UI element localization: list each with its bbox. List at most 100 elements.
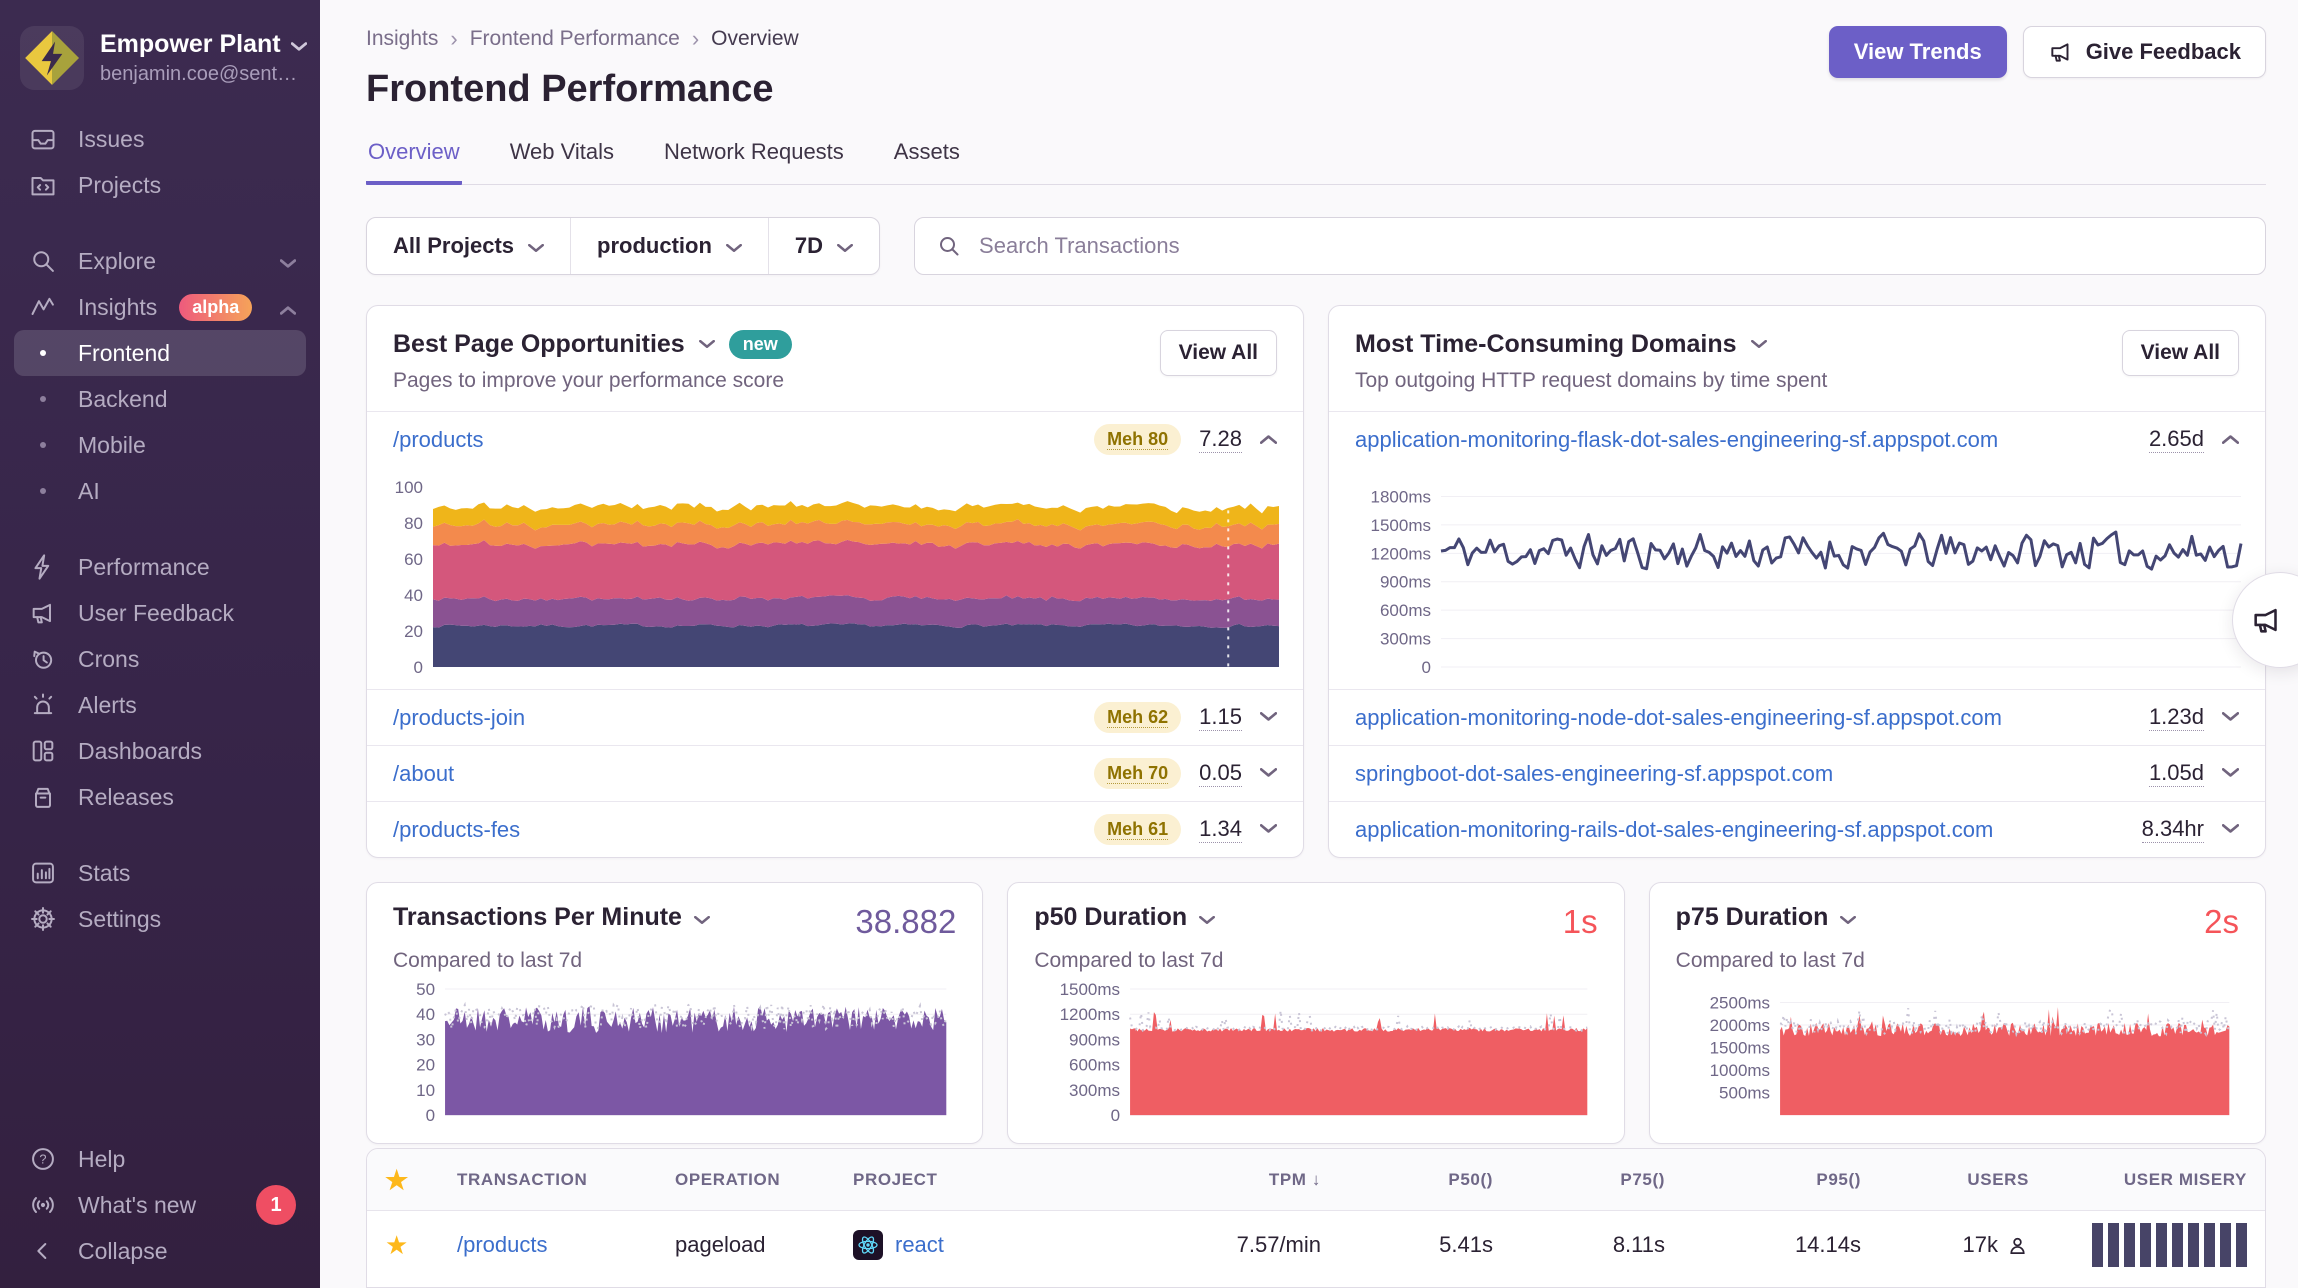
- col-tpm-sorted[interactable]: TPM ↓: [1268, 1169, 1321, 1189]
- transaction-link[interactable]: /products: [393, 426, 484, 452]
- insights-icon: [28, 292, 58, 322]
- col-p50[interactable]: P50(): [1448, 1169, 1493, 1189]
- svg-text:0: 0: [1111, 1106, 1120, 1125]
- breadcrumb-insights[interactable]: Insights: [366, 27, 439, 50]
- chevron-down-icon[interactable]: [693, 903, 710, 932]
- sidebar-item-backend[interactable]: Backend: [0, 376, 320, 422]
- sidebar-item-alerts[interactable]: Alerts: [0, 682, 320, 728]
- sidebar-item-whats-new[interactable]: What's new 1: [0, 1182, 320, 1228]
- sidebar-item-performance[interactable]: Performance: [0, 544, 320, 590]
- svg-text:1800ms: 1800ms: [1371, 487, 1431, 506]
- col-p75[interactable]: P75(): [1620, 1169, 1665, 1189]
- sidebar-item-user-feedback[interactable]: User Feedback: [0, 590, 320, 636]
- alpha-badge: alpha: [179, 293, 253, 321]
- p50-cell: 5.41s: [1439, 1232, 1493, 1257]
- view-all-button[interactable]: View All: [1159, 330, 1277, 376]
- transaction-link[interactable]: /products-join: [393, 704, 526, 730]
- p75-cell: 8.11s: [1612, 1232, 1665, 1257]
- sidebar-item-stats[interactable]: Stats: [0, 850, 320, 896]
- gear-icon: [28, 904, 58, 934]
- col-p95[interactable]: P95(): [1816, 1169, 1861, 1189]
- tab-web-vitals[interactable]: Web Vitals: [509, 139, 615, 164]
- col-operation[interactable]: OPERATION: [675, 1169, 781, 1189]
- svg-text:?: ?: [39, 1152, 46, 1167]
- chevron-up-icon[interactable]: [1259, 431, 1278, 449]
- chevron-down-icon[interactable]: [2221, 821, 2240, 839]
- svg-text:100: 100: [395, 478, 423, 497]
- table-header: ★ TRANSACTION OPERATION PROJECT TPM ↓ P5…: [367, 1149, 2265, 1211]
- transaction-link[interactable]: /products-fes: [393, 816, 521, 842]
- sidebar-item-releases[interactable]: Releases: [0, 774, 320, 820]
- siren-icon: [28, 690, 58, 720]
- svg-text:20: 20: [404, 622, 423, 641]
- org-switcher[interactable]: Empower Plant benjamin.coe@sent…: [0, 22, 320, 116]
- domain-link[interactable]: application-monitoring-node-dot-sales-en…: [1355, 704, 2002, 730]
- sidebar-item-dashboards[interactable]: Dashboards: [0, 728, 320, 774]
- broadcast-icon: [28, 1190, 58, 1220]
- chevron-down-icon[interactable]: [1259, 821, 1278, 839]
- chevron-down-icon[interactable]: [2221, 765, 2240, 783]
- score-badge: Meh 62: [1094, 702, 1182, 733]
- sidebar-item-mobile[interactable]: Mobile: [0, 422, 320, 468]
- project-filter[interactable]: All Projects: [367, 218, 570, 274]
- domain-row: application-monitoring-flask-dot-sales-e…: [1329, 411, 2265, 467]
- date-range-filter[interactable]: 7D: [767, 218, 879, 274]
- time-spent-value: 2.65d: [2148, 426, 2204, 453]
- svg-text:2500ms: 2500ms: [1709, 994, 1769, 1013]
- kpi-title: p75 Duration: [1675, 903, 1829, 931]
- col-transaction[interactable]: TRANSACTION: [457, 1169, 588, 1189]
- issues-icon: [28, 124, 58, 154]
- sidebar-item-frontend[interactable]: Frontend: [14, 330, 306, 376]
- col-project[interactable]: PROJECT: [853, 1169, 938, 1189]
- sidebar-item-insights[interactable]: Insights alpha: [0, 284, 320, 330]
- megaphone-icon: [28, 598, 58, 628]
- domain-link[interactable]: springboot-dot-sales-engineering-sf.apps…: [1355, 760, 1834, 786]
- tab-assets[interactable]: Assets: [893, 139, 960, 164]
- chevron-down-icon[interactable]: [2221, 709, 2240, 727]
- domain-link[interactable]: application-monitoring-flask-dot-sales-e…: [1355, 426, 1999, 452]
- search-input[interactable]: [977, 232, 2243, 260]
- sidebar-item-issues[interactable]: Issues: [0, 116, 320, 162]
- sidebar-item-explore[interactable]: Explore: [0, 238, 320, 284]
- environment-filter[interactable]: production: [570, 218, 768, 274]
- kpi-title: Transactions Per Minute: [393, 903, 682, 931]
- transaction-link[interactable]: /about: [393, 760, 455, 786]
- tpm-chart: 50 40 30 20 10 0: [393, 973, 956, 1129]
- sidebar-collapse-button[interactable]: Collapse: [0, 1228, 320, 1274]
- give-feedback-button[interactable]: Give Feedback: [2022, 26, 2266, 78]
- view-all-button[interactable]: View All: [2121, 330, 2239, 376]
- chevron-down-icon: [279, 248, 297, 275]
- chevron-down-icon[interactable]: [1750, 336, 1767, 354]
- project-cell: react: [835, 1230, 1149, 1260]
- chevron-down-icon[interactable]: [1840, 903, 1857, 932]
- chevron-down-icon[interactable]: [698, 336, 715, 354]
- svg-text:40: 40: [416, 1005, 435, 1024]
- sidebar-item-ai[interactable]: AI: [0, 468, 320, 514]
- domain-row: application-monitoring-node-dot-sales-en…: [1329, 689, 2265, 745]
- domain-link[interactable]: application-monitoring-rails-dot-sales-e…: [1355, 816, 1994, 842]
- svg-text:900ms: 900ms: [1069, 1030, 1120, 1049]
- chevron-down-icon[interactable]: [1259, 765, 1278, 783]
- breadcrumb-separator-icon: ›: [450, 26, 458, 51]
- favorite-star-icon[interactable]: ★: [385, 1230, 409, 1260]
- sidebar-item-settings[interactable]: Settings: [0, 896, 320, 942]
- project-link[interactable]: react: [895, 1232, 944, 1257]
- col-user-misery[interactable]: USER MISERY: [2123, 1169, 2247, 1189]
- tab-network-requests[interactable]: Network Requests: [664, 139, 844, 164]
- sidebar-item-crons[interactable]: Crons: [0, 636, 320, 682]
- breadcrumb-frontend-performance[interactable]: Frontend Performance: [469, 27, 680, 50]
- col-users[interactable]: USERS: [1967, 1169, 2029, 1189]
- transaction-link[interactable]: /products: [457, 1232, 548, 1257]
- score-badge: Meh 61: [1094, 814, 1182, 845]
- view-trends-button[interactable]: View Trends: [1828, 26, 2007, 78]
- sidebar-item-projects[interactable]: Projects: [0, 162, 320, 208]
- tab-overview[interactable]: Overview: [366, 133, 462, 185]
- page-filter-bar: All Projects production 7D: [366, 217, 881, 275]
- chevron-down-icon: [837, 233, 854, 259]
- sidebar: Empower Plant benjamin.coe@sent… Issues …: [0, 0, 320, 1288]
- chevron-down-icon[interactable]: [1199, 903, 1216, 932]
- kpi-value: 1s: [1562, 903, 1598, 940]
- sidebar-item-help[interactable]: ? Help: [0, 1136, 320, 1182]
- chevron-up-icon[interactable]: [2221, 431, 2240, 449]
- chevron-down-icon[interactable]: [1259, 709, 1278, 727]
